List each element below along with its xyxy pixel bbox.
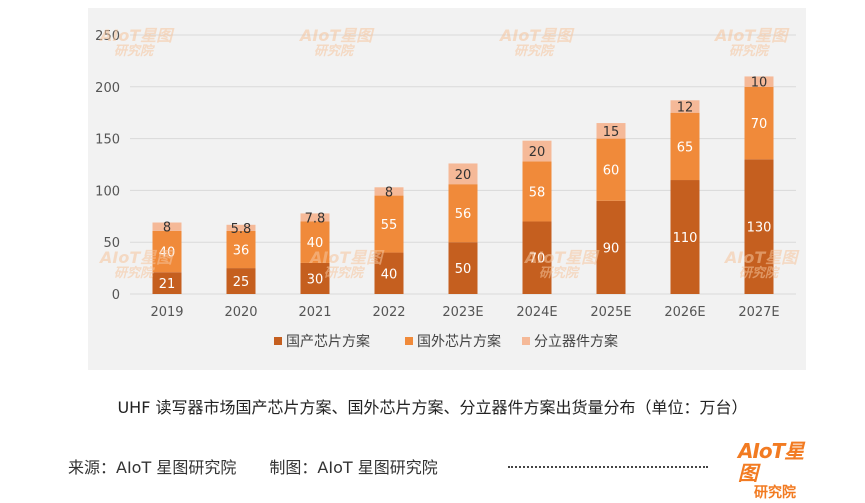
- dotted-divider: [508, 466, 708, 468]
- y-tick-label: 150: [95, 133, 120, 148]
- bar-segment: [374, 252, 404, 294]
- data-label: 58: [529, 185, 546, 200]
- x-tick-label: 2024E: [516, 305, 557, 320]
- legend-swatch: [405, 337, 413, 345]
- bar-segment: [596, 123, 626, 139]
- data-label: 12: [677, 100, 694, 115]
- bar-segment: [448, 242, 478, 294]
- data-label: 25: [233, 275, 250, 290]
- x-tick-label: 2019: [150, 305, 183, 320]
- data-label: 55: [381, 218, 398, 233]
- legend-swatch: [274, 337, 282, 345]
- stacked-bar-chart: 05010015020025021408201925365.8202030407…: [95, 29, 796, 350]
- data-label: 90: [603, 241, 620, 256]
- data-label: 5.8: [231, 222, 252, 237]
- legend-label: 分立器件方案: [534, 333, 618, 350]
- data-label: 10: [751, 76, 768, 91]
- data-label: 20: [455, 168, 472, 183]
- bar-segment: [744, 86, 774, 160]
- x-tick-label: 2026E: [664, 305, 705, 320]
- data-label: 30: [307, 272, 324, 287]
- bar-segment: [670, 112, 700, 181]
- chart-panel: 0 50 100 150 200 250 21 40 8 2019 25 36 5.8 2020 30 40 7…: [88, 8, 806, 370]
- x-tick-label: 2022: [372, 305, 405, 320]
- bar-segment: [152, 272, 182, 294]
- data-label: 70: [751, 117, 768, 132]
- brand-logo: AIoT星图 研究院: [738, 439, 822, 501]
- source-text: 来源：AIoT 星图研究院: [68, 458, 237, 477]
- data-label: 7.8: [305, 211, 326, 226]
- y-tick-label: 0: [112, 288, 120, 303]
- bar-segment: [522, 140, 552, 162]
- bar-segment: [226, 230, 256, 269]
- bar-segment: [744, 159, 774, 294]
- bar-segment: [448, 184, 478, 243]
- legend-swatch: [522, 337, 530, 345]
- bar-segment: [374, 187, 404, 196]
- x-tick-label: 2027E: [738, 305, 779, 320]
- bar-segment: [226, 268, 256, 294]
- x-tick-label: 2023E: [442, 305, 483, 320]
- y-tick-label: 250: [95, 29, 120, 44]
- x-tick-label: 2025E: [590, 305, 631, 320]
- bar-segment: [152, 222, 182, 231]
- y-tick-label: 100: [95, 184, 120, 199]
- bar-segment: [596, 200, 626, 294]
- data-label: 40: [381, 267, 398, 282]
- data-label: 8: [163, 221, 171, 236]
- data-label: 50: [455, 262, 472, 277]
- logo-line2: 研究院: [754, 485, 796, 501]
- chart-caption: UHF 读写器市场国产芯片方案、国外芯片方案、分立器件方案出货量分布（单位：万台…: [117, 398, 748, 417]
- bar-segment: [596, 138, 626, 201]
- legend-label: 国外芯片方案: [417, 333, 501, 350]
- y-tick-label: 50: [103, 236, 120, 251]
- bar-segment: [522, 161, 552, 222]
- bar-segment: [226, 224, 256, 231]
- bar-segment: [300, 221, 330, 263]
- data-label: 36: [233, 243, 250, 258]
- data-label: 70: [529, 252, 546, 267]
- x-tick-label: 2021: [298, 305, 331, 320]
- data-label: 21: [159, 277, 176, 292]
- data-label: 40: [307, 236, 324, 251]
- bar-segment: [670, 180, 700, 294]
- made-by-text: 制图：AIoT 星图研究院: [269, 458, 438, 477]
- data-label: 15: [603, 125, 620, 140]
- legend-label: 国产芯片方案: [286, 333, 370, 350]
- bar-segment: [448, 163, 478, 185]
- bar-segment: [152, 230, 182, 273]
- bar-segment: [300, 262, 330, 294]
- data-label: 56: [455, 207, 472, 222]
- data-label: 20: [529, 145, 546, 160]
- y-tick-label: 200: [95, 81, 120, 96]
- data-label: 65: [677, 140, 694, 155]
- bar-segment: [300, 213, 330, 222]
- x-tick-label: 2020: [224, 305, 257, 320]
- source-line: 来源：AIoT 星图研究院 制图：AIoT 星图研究院: [68, 454, 466, 478]
- data-label: 60: [603, 164, 620, 179]
- bar-segment: [374, 195, 404, 253]
- bar-segment: [744, 76, 774, 87]
- logo-line1: AIoT星图: [738, 439, 804, 485]
- data-label: 110: [673, 231, 698, 246]
- data-label: 130: [747, 221, 772, 236]
- bar-segment: [522, 221, 552, 294]
- bar-segment: [670, 100, 700, 113]
- data-label: 40: [159, 246, 176, 261]
- data-label: 8: [385, 185, 393, 200]
